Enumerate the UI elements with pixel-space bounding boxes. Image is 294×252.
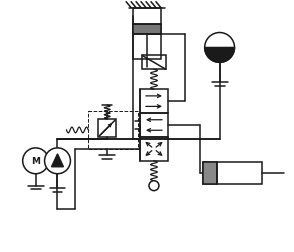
Bar: [203, 162, 262, 184]
Polygon shape: [205, 48, 235, 63]
Polygon shape: [51, 154, 64, 167]
Circle shape: [205, 33, 235, 63]
Bar: [98, 119, 116, 137]
Bar: [133, 9, 161, 60]
Bar: [142, 56, 166, 70]
Bar: [88, 112, 138, 149]
Bar: [140, 137, 168, 161]
Circle shape: [23, 148, 49, 174]
Bar: [140, 114, 168, 137]
Circle shape: [45, 148, 71, 174]
Text: M: M: [31, 157, 40, 166]
Bar: [140, 90, 168, 114]
Circle shape: [149, 181, 159, 191]
Bar: [133, 24, 161, 34]
Bar: [203, 162, 217, 184]
